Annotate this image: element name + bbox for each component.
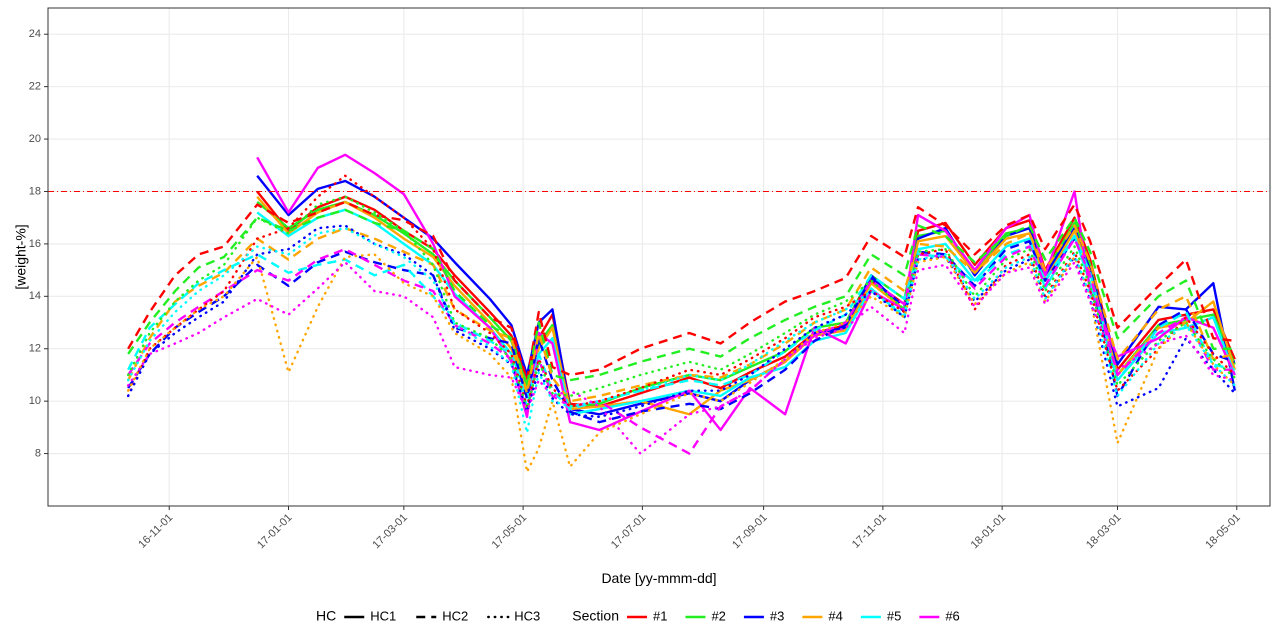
y-tick-label: 12: [29, 343, 41, 355]
y-tick-label: 18: [29, 185, 41, 197]
data-line: [256, 195, 1236, 416]
y-tick-label: 20: [29, 133, 41, 145]
data-line: [127, 234, 1236, 411]
x-axis-title: Date [yy-mmm-dd]: [601, 570, 716, 586]
y-tick-label: 14: [29, 290, 41, 302]
data-line: [127, 237, 1235, 455]
legend-label: HC3: [514, 608, 540, 623]
x-tick-label: 18-01-01: [969, 512, 1009, 552]
x-tick-label: 17-05-01: [490, 512, 530, 552]
x-tick-label: 18-03-01: [1084, 512, 1124, 552]
x-tick-label: 16-11-01: [136, 512, 175, 551]
x-tick-label: 17-09-01: [730, 512, 770, 552]
legend-label: #2: [711, 608, 725, 623]
data-line: [127, 224, 1236, 403]
legend-label: #6: [945, 608, 959, 623]
plot-border: [47, 7, 1271, 507]
y-axis-title: [weight-%]: [13, 224, 29, 289]
x-tick-label: 17-11-01: [850, 512, 889, 551]
data-line: [126, 261, 1237, 455]
legend-title: Section: [572, 608, 619, 624]
legend-label: HC2: [442, 608, 468, 623]
legend-title: HC: [316, 608, 336, 624]
data-line: [256, 153, 1236, 432]
y-tick-label: 24: [29, 28, 41, 40]
x-tick-label: 17-07-01: [609, 512, 649, 552]
data-line: [127, 200, 1235, 382]
x-tick-label: 17-03-01: [370, 512, 410, 552]
data-line: [127, 208, 1235, 387]
y-tick-label: 8: [35, 447, 41, 459]
legend-label: HC1: [370, 608, 396, 623]
data-line: [256, 200, 1236, 408]
y-tick-label: 16: [29, 238, 41, 250]
x-tick-label: 18-05-01: [1203, 512, 1243, 552]
legend-label: #3: [770, 608, 784, 623]
data-line: [126, 226, 1237, 434]
y-tick-label: 22: [29, 81, 41, 93]
x-tick-label: 17-01-01: [255, 512, 295, 552]
legend-label: #5: [887, 608, 901, 623]
y-tick-label: 10: [29, 395, 41, 407]
legend-label: #4: [828, 608, 842, 623]
data-line: [126, 195, 1237, 411]
legend-label: #1: [653, 608, 667, 623]
